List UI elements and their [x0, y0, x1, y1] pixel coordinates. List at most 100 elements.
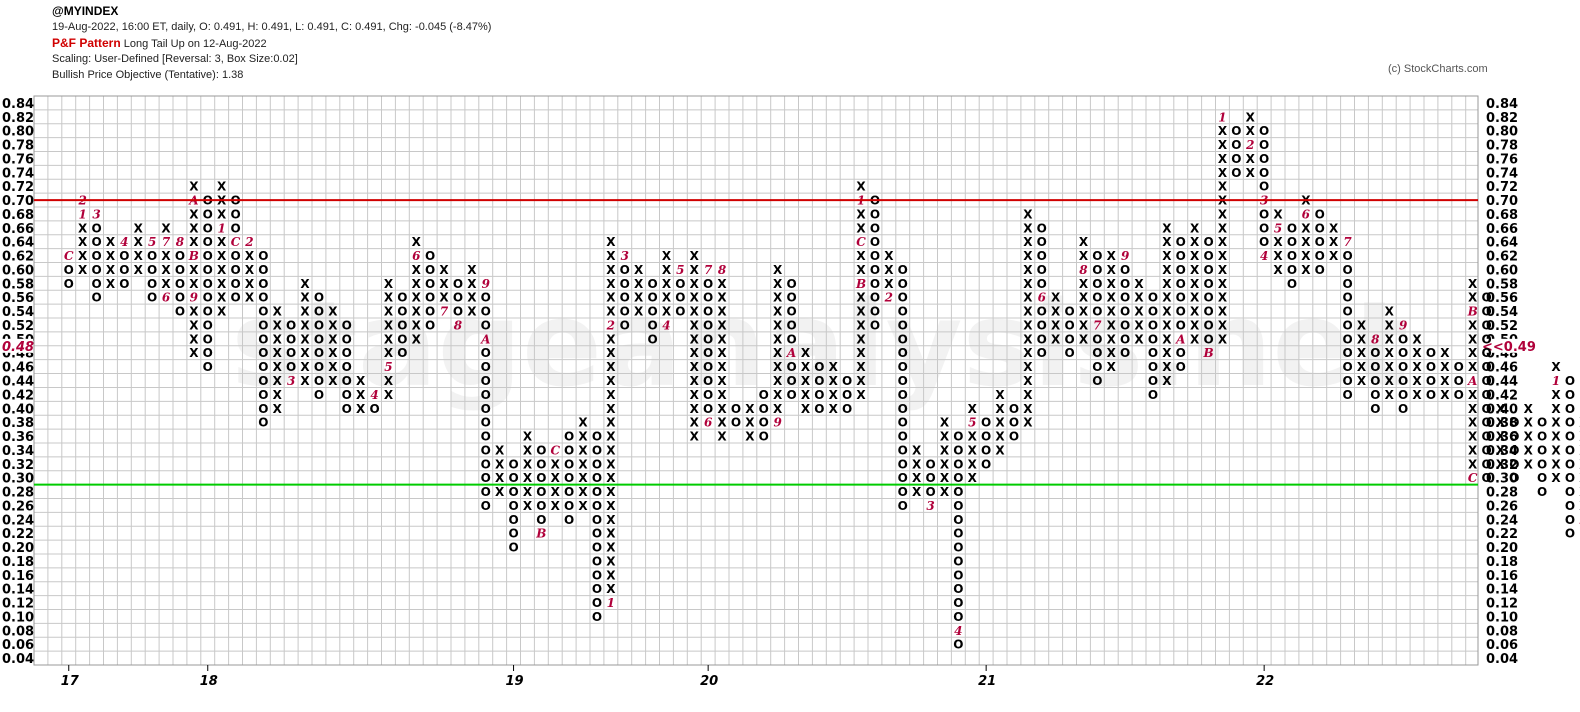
x-box: X: [995, 416, 1005, 430]
o-box: O: [898, 346, 908, 360]
month-mark: 4: [120, 235, 128, 249]
y-tick-left: 0.20: [2, 541, 34, 556]
o-box: O: [1287, 263, 1297, 277]
y-tick-right: 0.44: [1486, 375, 1518, 390]
o-box: O: [508, 499, 518, 513]
last-price-left-bg: [1, 338, 33, 353]
x-box: X: [384, 291, 394, 305]
o-box: O: [1342, 388, 1352, 402]
month-mark: 3: [621, 249, 629, 263]
o-box: O: [953, 457, 963, 471]
x-box: X: [1023, 360, 1033, 374]
x-box: X: [606, 430, 616, 444]
copyright-text: (c) StockCharts.com: [1388, 63, 1488, 75]
x-box: X: [1551, 416, 1561, 430]
o-box: O: [1481, 388, 1491, 402]
o-box: O: [481, 291, 491, 305]
o-box: O: [898, 416, 908, 430]
y-tick-left: 0.70: [2, 194, 34, 209]
month-mark: 9: [1121, 249, 1130, 263]
x-box: X: [1023, 402, 1033, 416]
y-tick-right: 0.32: [1486, 458, 1518, 473]
month-mark: 7: [704, 263, 713, 277]
o-box: O: [1481, 291, 1491, 305]
o-box: O: [647, 305, 657, 319]
o-box: O: [1259, 166, 1269, 180]
o-box: O: [592, 596, 602, 610]
o-box: O: [814, 388, 824, 402]
x-box: X: [439, 263, 449, 277]
x-box: X: [1079, 332, 1089, 346]
o-box: O: [786, 374, 796, 388]
x-box: X: [801, 346, 811, 360]
o-box: O: [1287, 235, 1297, 249]
x-box: X: [995, 388, 1005, 402]
x-box: X: [1246, 110, 1256, 124]
x-box: X: [300, 291, 310, 305]
x-box: X: [606, 499, 616, 513]
o-box: O: [1259, 235, 1269, 249]
x-box: X: [1162, 318, 1172, 332]
month-mark: 5: [148, 235, 156, 249]
x-box: X: [106, 249, 116, 263]
x-box: X: [1468, 430, 1478, 444]
o-box: O: [703, 305, 713, 319]
x-box: X: [1412, 346, 1422, 360]
o-box: O: [1287, 277, 1297, 291]
y-tick-left: 0.30: [2, 472, 34, 487]
x-box: X: [1023, 374, 1033, 388]
x-box: X: [1357, 318, 1367, 332]
o-box: O: [425, 277, 435, 291]
x-box: X: [217, 263, 227, 277]
x-box: X: [1524, 443, 1534, 457]
x-box: X: [189, 318, 199, 332]
o-box: O: [564, 443, 574, 457]
o-box: O: [1509, 430, 1519, 444]
o-box: O: [1370, 374, 1380, 388]
y-tick-right: 0.38: [1486, 416, 1518, 431]
o-box: O: [203, 360, 213, 374]
o-box: O: [1342, 374, 1352, 388]
x-box: X: [578, 416, 588, 430]
x-box: X: [273, 318, 283, 332]
y-tick-left: 0.40: [2, 402, 34, 417]
y-tick-left: 0.74: [2, 166, 34, 181]
o-box: O: [286, 346, 296, 360]
x-box: X: [1162, 305, 1172, 319]
o-box: O: [953, 471, 963, 485]
o-box: O: [870, 263, 880, 277]
o-box: O: [258, 374, 268, 388]
o-box: O: [564, 485, 574, 499]
o-box: O: [953, 443, 963, 457]
o-box: O: [1565, 527, 1575, 541]
o-box: O: [258, 263, 268, 277]
o-box: O: [898, 318, 908, 332]
x-box: X: [968, 443, 978, 457]
x-box: X: [1023, 305, 1033, 319]
o-box: O: [870, 235, 880, 249]
o-box: O: [1259, 152, 1269, 166]
x-box: X: [1079, 277, 1089, 291]
o-box: O: [1565, 430, 1575, 444]
o-box: O: [814, 360, 824, 374]
o-box: O: [1315, 221, 1325, 235]
month-mark: B: [855, 277, 866, 291]
x-box: X: [551, 457, 561, 471]
o-box: O: [647, 291, 657, 305]
x-box: X: [606, 388, 616, 402]
o-box: O: [898, 430, 908, 444]
o-box: O: [786, 360, 796, 374]
o-box: O: [953, 610, 963, 624]
o-box: O: [397, 291, 407, 305]
y-tick-left: 0.62: [2, 250, 34, 265]
x-box: X: [1190, 291, 1200, 305]
y-tick-left: 0.36: [2, 430, 34, 445]
o-box: O: [175, 305, 185, 319]
y-tick-right: 0.76: [1486, 152, 1518, 167]
x-box: X: [1468, 416, 1478, 430]
o-box: O: [342, 388, 352, 402]
month-mark: 3: [926, 499, 934, 513]
x-box: X: [690, 318, 700, 332]
y-tick-right: 0.26: [1486, 499, 1518, 514]
x-box: X: [940, 430, 950, 444]
